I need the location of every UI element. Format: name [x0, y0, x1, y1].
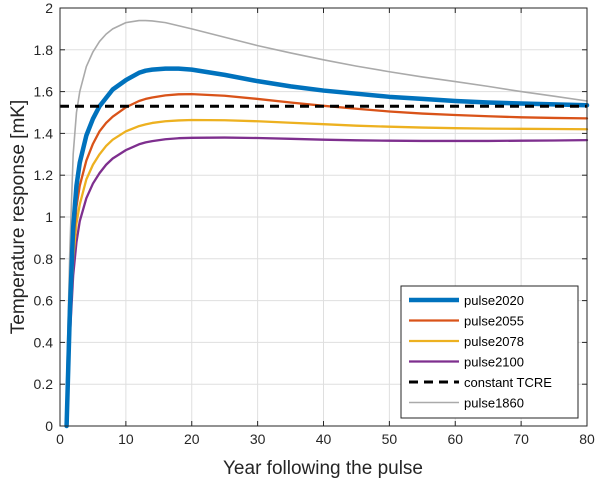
y-tick-label: 1.6 — [34, 84, 54, 100]
y-tick-label: 1.4 — [34, 125, 54, 141]
y-tick-label: 0.2 — [34, 376, 54, 392]
y-tick-label: 0 — [45, 418, 53, 434]
y-tick-label: 1 — [45, 209, 53, 225]
legend-label: pulse2055 — [464, 314, 524, 329]
y-tick-label: 2 — [45, 0, 53, 16]
legend: pulse2020 pulse2055 pulse2078 pulse2100 cons… — [400, 285, 579, 419]
y-tick-label: 0.8 — [34, 251, 54, 267]
axis-ticks: 0 10 20 30 40 50 60 70 80 0 0.2 0.4 0.6 0.8 1 1.2 1.4 1.6… — [34, 0, 595, 447]
y-axis-label: Temperature response [mK] — [8, 100, 29, 334]
y-tick-label: 0.6 — [34, 293, 54, 309]
legend-label: pulse1860 — [464, 396, 524, 411]
series-line-pulse2055 — [65, 92, 589, 428]
x-tick-label: 20 — [184, 431, 200, 447]
series-lines — [60, 19, 590, 429]
x-tick-label: 40 — [316, 431, 332, 447]
x-tick-label: 0 — [56, 431, 64, 447]
series-line-pulse2020 — [64, 66, 590, 429]
legend-label: pulse2100 — [464, 355, 524, 370]
y-tick-label: 1.2 — [34, 167, 54, 183]
series-line-pulse1860 — [65, 19, 588, 386]
x-tick-label: 10 — [118, 431, 134, 447]
series-line-pulse2078 — [65, 118, 589, 428]
legend-label: pulse2078 — [464, 334, 524, 349]
x-tick-label: 70 — [513, 431, 529, 447]
x-tick-label: 30 — [250, 431, 266, 447]
y-tick-label: 0.4 — [34, 334, 54, 350]
x-axis-label: Year following the pulse — [223, 458, 423, 479]
x-tick-label: 60 — [447, 431, 463, 447]
x-tick-label: 80 — [579, 431, 595, 447]
x-tick-label: 50 — [382, 431, 398, 447]
y-tick-label: 1.8 — [34, 42, 54, 58]
legend-box — [400, 285, 579, 419]
series-line-pulse2100 — [65, 136, 589, 428]
legend-label: constant TCRE — [464, 375, 552, 390]
legend-label: pulse2020 — [464, 293, 524, 308]
